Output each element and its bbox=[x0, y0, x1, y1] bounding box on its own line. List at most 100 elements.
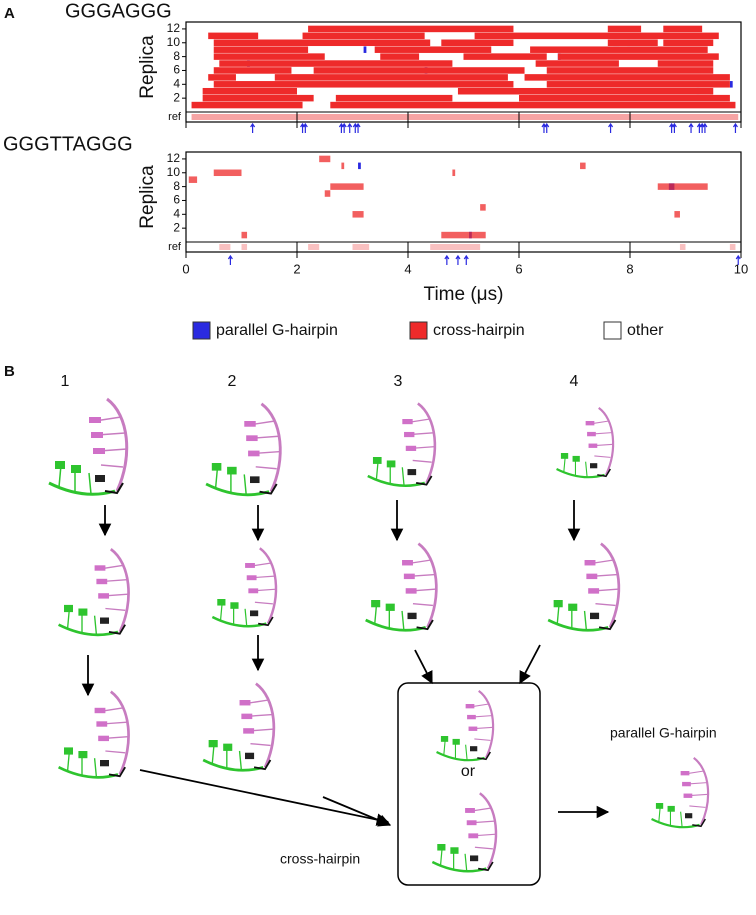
ref-segment bbox=[729, 244, 736, 250]
state-segment bbox=[352, 211, 364, 218]
state-segment bbox=[580, 162, 586, 170]
ref-arrow bbox=[463, 254, 469, 265]
state-segment bbox=[202, 87, 297, 95]
y-tick-label: 4 bbox=[173, 76, 180, 90]
structure bbox=[201, 681, 276, 772]
y-tick-label: 2 bbox=[173, 90, 180, 104]
state-segment bbox=[546, 67, 714, 74]
y-axis-label: Replica bbox=[137, 165, 158, 229]
structure bbox=[47, 397, 129, 496]
state-segment bbox=[313, 67, 525, 74]
y-tick-label: 8 bbox=[173, 49, 180, 63]
state-segment bbox=[302, 32, 425, 40]
y-tick-label: 12 bbox=[167, 151, 181, 165]
state-segment bbox=[202, 94, 314, 102]
ref-segment bbox=[430, 244, 481, 250]
ref-arrow bbox=[355, 122, 361, 133]
column-label: 4 bbox=[570, 373, 579, 390]
column-label: 2 bbox=[228, 373, 237, 390]
ref-segment bbox=[241, 244, 248, 250]
state-segment bbox=[213, 67, 292, 74]
ref-arrow bbox=[302, 122, 308, 133]
ref-arrow bbox=[608, 122, 614, 133]
structure bbox=[546, 541, 622, 633]
ref-label: ref bbox=[168, 241, 182, 253]
x-tick-label: 6 bbox=[515, 261, 522, 276]
ref-arrow bbox=[227, 254, 233, 265]
legend-label: other bbox=[627, 322, 664, 339]
structure bbox=[557, 408, 614, 477]
state-segment bbox=[213, 81, 514, 88]
x-axis-label: Time (μs) bbox=[424, 284, 504, 305]
state-segment bbox=[674, 211, 680, 218]
legend-swatch bbox=[603, 321, 622, 340]
state-segment bbox=[213, 39, 431, 47]
ref-segment bbox=[352, 244, 370, 250]
y-axis-label: Replica bbox=[137, 35, 158, 99]
structure bbox=[57, 547, 131, 637]
ref-arrow bbox=[688, 122, 694, 133]
state-segment bbox=[607, 25, 642, 33]
structure bbox=[57, 690, 131, 779]
ref-arrow bbox=[341, 122, 347, 133]
state-segment bbox=[607, 39, 658, 47]
state-segment bbox=[519, 94, 730, 102]
state-segment bbox=[324, 190, 331, 197]
state-segment bbox=[524, 74, 730, 81]
ref-segment bbox=[679, 244, 686, 250]
state-segment bbox=[457, 87, 714, 95]
panel-label: B bbox=[4, 363, 15, 380]
plot-frame bbox=[185, 21, 742, 123]
state-segment bbox=[330, 183, 364, 190]
y-tick-label: 2 bbox=[173, 220, 180, 234]
state-segment bbox=[274, 74, 508, 81]
state-label: parallel G-hairpin bbox=[610, 725, 717, 741]
result-box bbox=[397, 682, 541, 886]
x-tick-label: 8 bbox=[626, 261, 633, 276]
ref-arrow bbox=[250, 122, 256, 133]
state-segment bbox=[380, 53, 420, 60]
structure bbox=[210, 546, 278, 629]
state-segment bbox=[480, 204, 486, 211]
state-segment bbox=[319, 155, 331, 163]
chart-title: GGGTTAGGG bbox=[3, 133, 133, 155]
x-tick-label: 0 bbox=[182, 261, 189, 276]
state-segment bbox=[657, 60, 714, 67]
y-tick-label: 12 bbox=[167, 21, 181, 35]
structure bbox=[434, 688, 496, 763]
ref-segment bbox=[308, 244, 320, 250]
y-tick-label: 10 bbox=[167, 165, 181, 179]
state-segment bbox=[663, 39, 714, 47]
ref-arrow bbox=[732, 122, 738, 133]
state-segment bbox=[657, 183, 708, 190]
state-segment bbox=[363, 46, 367, 53]
pathway-diagram: 1 2 3 4 or cross-hairpin parallel G-hair… bbox=[47, 373, 717, 886]
arrows bbox=[81, 500, 610, 827]
x-tick-label: 4 bbox=[404, 261, 411, 276]
state-segment bbox=[474, 32, 719, 40]
state-segment bbox=[241, 231, 248, 239]
ref-arrow bbox=[347, 122, 353, 133]
state-segment bbox=[546, 81, 730, 88]
state-segment bbox=[219, 60, 453, 67]
ref-arrow bbox=[702, 122, 708, 133]
state-segment bbox=[530, 46, 708, 53]
y-tick-label: 6 bbox=[173, 193, 180, 207]
state-segment bbox=[213, 46, 309, 53]
or-label: or bbox=[461, 763, 476, 780]
ref-label: ref bbox=[168, 111, 182, 123]
state-segment bbox=[341, 162, 345, 170]
y-tick-label: 6 bbox=[173, 63, 180, 77]
structure bbox=[649, 756, 711, 830]
legend-swatch bbox=[409, 321, 428, 340]
state-segment bbox=[452, 169, 456, 177]
y-tick-label: 8 bbox=[173, 179, 180, 193]
state-segment bbox=[208, 32, 259, 40]
state-segment bbox=[188, 176, 198, 183]
structure bbox=[430, 791, 498, 874]
state-segment bbox=[213, 53, 325, 60]
ref-arrow bbox=[735, 254, 741, 265]
ref-arrow bbox=[671, 122, 677, 133]
